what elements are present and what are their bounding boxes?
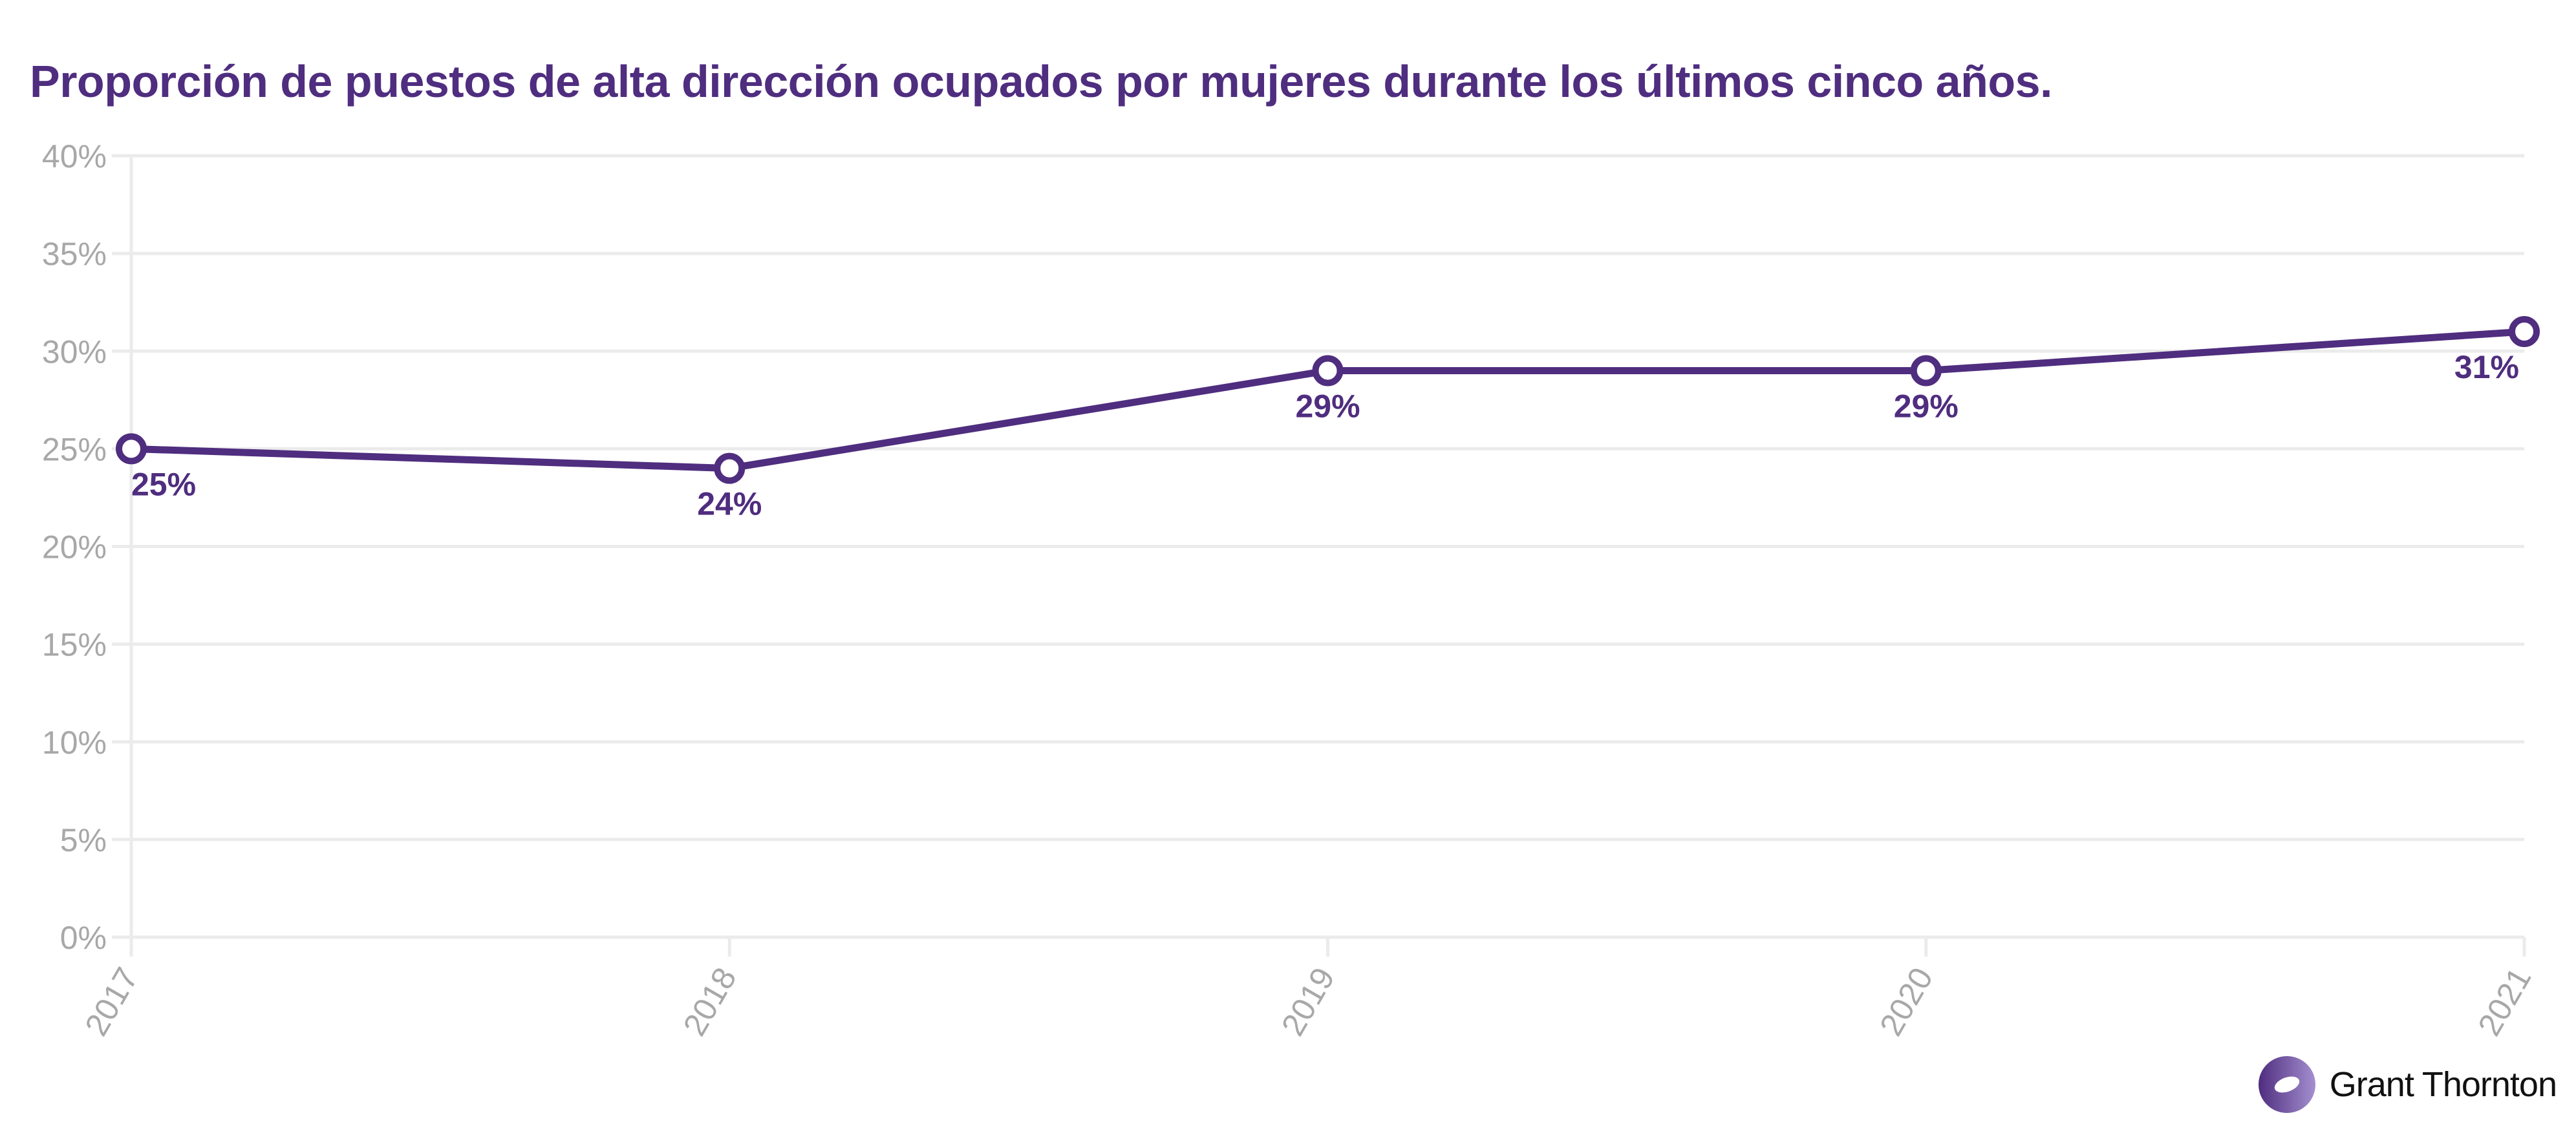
data-point	[714, 452, 746, 484]
y-tick-label: 30%	[42, 334, 107, 370]
y-tick-label: 25%	[42, 431, 107, 467]
data-point	[2509, 316, 2540, 348]
y-tick-label: 20%	[42, 529, 107, 566]
y-tick-label: 10%	[42, 725, 107, 761]
y-tick-label: 0%	[60, 920, 107, 956]
x-tick-label: 2020	[1873, 962, 1940, 1042]
x-tick-label: 2018	[676, 962, 744, 1042]
data-label: 24%	[697, 486, 762, 522]
data-point	[116, 433, 147, 465]
data-label: 29%	[1295, 388, 1360, 424]
x-tick-label: 2017	[78, 962, 145, 1042]
data-label: 25%	[131, 466, 196, 502]
y-tick-label: 40%	[42, 138, 107, 175]
chart-title: Proporción de puestos de alta dirección …	[30, 56, 2052, 107]
data-point	[1312, 355, 1344, 387]
grant-thornton-logo: Grant Thornton	[2257, 1055, 2557, 1114]
data-point	[1910, 355, 1942, 387]
logo-text: Grant Thornton	[2329, 1065, 2557, 1104]
y-tick-label: 15%	[42, 627, 107, 663]
y-tick-label: 35%	[42, 236, 107, 272]
y-tick-label: 5%	[60, 822, 107, 858]
data-label: 29%	[1894, 388, 1959, 424]
x-tick-label: 2021	[2471, 962, 2538, 1042]
data-label: 31%	[2454, 349, 2519, 385]
x-tick-label: 2019	[1274, 962, 1342, 1042]
logo-swirl-icon	[2258, 1056, 2315, 1113]
